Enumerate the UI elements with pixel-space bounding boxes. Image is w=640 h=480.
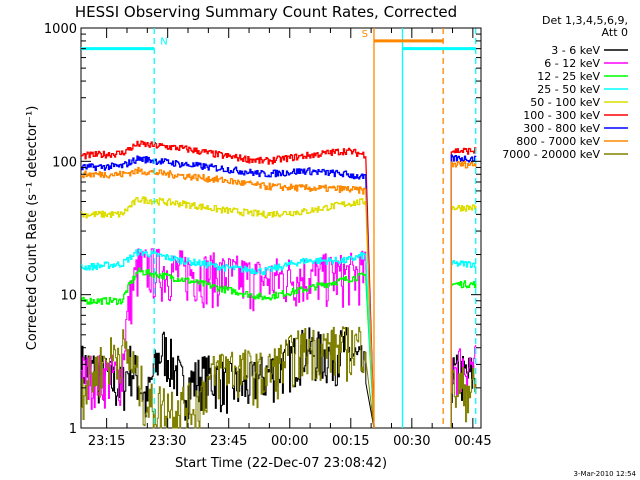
flag-label: N xyxy=(160,37,167,48)
x-tick-label: 00:00 xyxy=(271,434,308,449)
series-late-segment xyxy=(450,259,477,428)
series-late-segment xyxy=(450,367,477,428)
x-tick-label: 00:30 xyxy=(393,434,430,449)
y-tick-label: 1 xyxy=(69,422,77,437)
x-axis-label: Start Time (22-Dec-07 23:08:42) xyxy=(175,456,387,471)
x-tick-label: 23:30 xyxy=(149,434,186,449)
flag-label: S xyxy=(362,29,368,40)
x-tick-label: 23:45 xyxy=(210,434,247,449)
series-late-segment xyxy=(450,344,477,428)
legend-label: 3 - 6 keV xyxy=(551,44,600,57)
legend-label: 7000 - 20000 keV xyxy=(502,148,600,161)
legend-label: 50 - 100 keV xyxy=(530,96,600,109)
series-100to300keV xyxy=(81,140,375,429)
legend-label: 300 - 800 keV xyxy=(523,122,600,135)
plot-area: NS xyxy=(81,28,477,429)
series-late-segment xyxy=(450,147,477,428)
plot-frame xyxy=(80,27,482,429)
legend-label: 100 - 300 keV xyxy=(523,109,600,122)
series-800to7000keV xyxy=(81,166,375,429)
legend-header: Det 1,3,4,5,6,9, xyxy=(542,14,628,27)
legend-label: 25 - 50 keV xyxy=(537,83,600,96)
series-late-segment xyxy=(450,154,477,428)
axes: 1 10 100 1000 23:15 23:30 23:45 00:00 00:15 00:30… xyxy=(44,22,492,449)
y-axis-label: Corrected Count Rate (s⁻¹ detector⁻¹) xyxy=(25,106,40,351)
y-tick-label: 1000 xyxy=(44,22,77,37)
footer-timestamp: 3-Mar-2010 12:54 xyxy=(574,470,637,478)
series-late-segment xyxy=(450,204,477,428)
legend-label: 6 - 12 keV xyxy=(544,57,600,70)
legend-header: Att 0 xyxy=(602,26,628,39)
series-12to25keV xyxy=(81,267,375,429)
series-300to800keV xyxy=(81,155,375,429)
x-tick-label: 00:15 xyxy=(332,434,369,449)
x-tick-label: 23:15 xyxy=(88,434,125,449)
series-late-segment xyxy=(450,160,477,428)
series-50to100keV xyxy=(81,196,375,429)
series-25to50keV xyxy=(81,248,375,429)
chart-title: HESSI Observing Summary Count Rates, Cor… xyxy=(75,3,457,21)
y-tick-label: 100 xyxy=(52,155,77,170)
legend-label: 12 - 25 keV xyxy=(537,70,600,83)
legend-label: 800 - 7000 keV xyxy=(516,135,600,148)
x-tick-label: 00:45 xyxy=(454,434,491,449)
series-late-segment xyxy=(450,280,477,428)
y-tick-label: 10 xyxy=(60,289,77,304)
series-7000to20000keV xyxy=(81,326,375,429)
